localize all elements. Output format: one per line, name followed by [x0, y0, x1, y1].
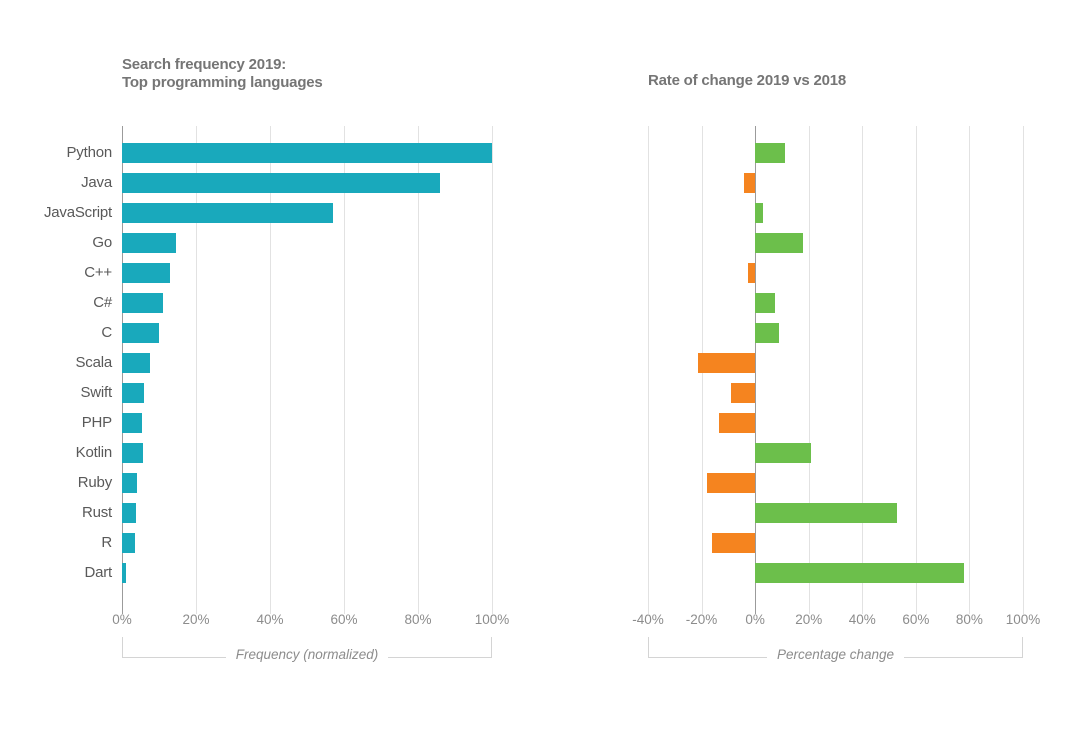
bar-c: [755, 323, 780, 343]
bar-r: [712, 533, 756, 553]
x-tick-label: 0%: [745, 612, 765, 627]
frequency-axis-label-bracket: Frequency (normalized): [122, 637, 492, 662]
category-label-scala: Scala: [75, 354, 112, 371]
gridline: [196, 126, 197, 614]
bar-ruby: [706, 473, 756, 493]
x-tick-label: 80%: [955, 612, 983, 627]
category-label-python: Python: [66, 144, 113, 161]
bar-c: [122, 293, 163, 313]
category-label-ruby: Ruby: [77, 474, 112, 491]
bracket-left-endcap: [122, 637, 123, 658]
bracket-line: [649, 657, 767, 658]
bar-go: [755, 233, 804, 253]
x-tick-label: 100%: [1005, 612, 1041, 627]
frequency-chart-title-line2: Top programming languages: [122, 74, 323, 91]
bar-kotlin: [755, 443, 812, 463]
change-axis-label-bracket: Percentage change: [648, 637, 1023, 662]
bar-swift: [731, 383, 756, 403]
frequency-axis-label: Frequency (normalized): [235, 647, 379, 662]
gridline: [344, 126, 345, 614]
frequency-chart-title-line1: Search frequency 2019:: [122, 56, 287, 73]
bracket-left-endcap: [648, 637, 649, 658]
x-tick-label: 20%: [182, 612, 210, 627]
change-x-axis: -40% -20% 0% 20% 40% 60% 80% 100%: [632, 612, 1040, 630]
category-label-rust: Rust: [81, 504, 112, 521]
x-tick-label: 40%: [848, 612, 876, 627]
x-tick-label: 80%: [404, 612, 432, 627]
bar-c: [755, 293, 776, 313]
bar-rust: [755, 503, 898, 523]
category-label-php: PHP: [81, 414, 112, 431]
x-tick-label: -20%: [685, 612, 718, 627]
frequency-x-axis: 0% 20% 40% 60% 80% 100%: [112, 612, 509, 630]
category-label-go: Go: [92, 234, 112, 251]
category-label-c: C: [101, 324, 112, 341]
bar-javascript: [755, 203, 764, 223]
x-tick-label: -40%: [632, 612, 664, 627]
frequency-chart-title: Search frequency 2019: Top programming l…: [122, 56, 323, 92]
bracket-right-endcap: [491, 637, 492, 658]
bar-kotlin: [122, 443, 144, 463]
change-plot-area: [648, 126, 1024, 614]
gridline: [270, 126, 271, 614]
bracket-line: [904, 657, 1022, 658]
category-label-r: R: [101, 534, 112, 551]
bar-java: [122, 173, 441, 193]
gridline: [915, 126, 917, 614]
bracket-line: [123, 657, 226, 658]
bar-r: [122, 533, 135, 553]
bar-dart: [122, 563, 127, 583]
bar-ruby: [122, 473, 138, 493]
category-label-c: C#: [93, 294, 112, 311]
bar-dart: [755, 563, 965, 583]
language-labels: Python Java JavaScript Go C++ C# C Scala Swift PH…: [0, 126, 112, 606]
change-axis-label: Percentage change: [776, 647, 895, 662]
x-tick-label: 40%: [256, 612, 284, 627]
gridline: [648, 126, 649, 614]
gridline: [1023, 126, 1024, 614]
category-label-kotlin: Kotlin: [75, 444, 113, 461]
change-chart-title-line1: Rate of change 2019 vs 2018: [648, 72, 847, 89]
x-tick-label: 20%: [795, 612, 823, 627]
bar-rust: [122, 503, 137, 523]
x-tick-label: 0%: [112, 612, 132, 627]
x-tick-label: 60%: [330, 612, 358, 627]
gridline: [969, 126, 971, 614]
bar-go: [122, 233, 176, 253]
bracket-right-endcap: [1022, 637, 1023, 658]
bracket-line: [388, 657, 491, 658]
bar-java: [744, 173, 756, 193]
bar-c: [122, 263, 171, 283]
category-label-dart: Dart: [84, 564, 112, 581]
bar-php: [122, 413, 143, 433]
gridline: [862, 126, 864, 614]
bar-c: [748, 263, 756, 283]
zero-axis-line: [755, 126, 757, 614]
change-chart-title: Rate of change 2019 vs 2018: [648, 72, 846, 90]
bar-python: [122, 143, 492, 163]
bar-scala: [697, 353, 756, 373]
category-label-swift: Swift: [80, 384, 112, 401]
category-label-c: C++: [84, 264, 112, 281]
bar-c: [122, 323, 159, 343]
category-label-java: Java: [81, 174, 112, 191]
gridline: [492, 126, 493, 614]
bar-php: [718, 413, 756, 433]
gridline: [808, 126, 810, 614]
bar-javascript: [122, 203, 333, 223]
bar-swift: [122, 383, 145, 403]
bar-scala: [122, 353, 150, 373]
frequency-plot-area: [122, 126, 493, 614]
x-tick-label: 100%: [474, 612, 510, 627]
x-tick-label: 60%: [902, 612, 930, 627]
category-label-javascript: JavaScript: [43, 204, 112, 221]
bar-python: [755, 143, 785, 163]
gridline: [418, 126, 419, 614]
